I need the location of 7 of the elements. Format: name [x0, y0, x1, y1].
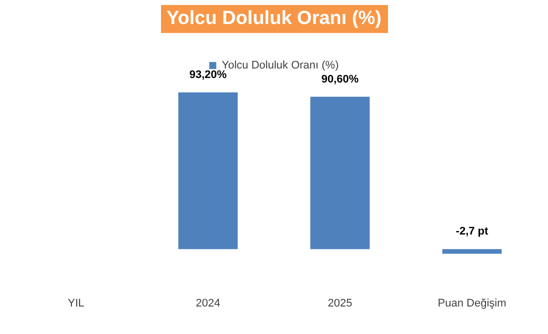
data-label: 90,60%: [321, 73, 359, 86]
data-label: -2,7 pt: [456, 226, 489, 238]
x-tick-label: 2024: [196, 297, 220, 310]
chart-title: Yolcu Doluluk Oranı (%): [160, 5, 388, 33]
x-tick-label: 2025: [328, 297, 352, 310]
x-tick-label: YIL: [68, 297, 84, 310]
x-tick-label: Puan Değişim: [438, 297, 506, 310]
